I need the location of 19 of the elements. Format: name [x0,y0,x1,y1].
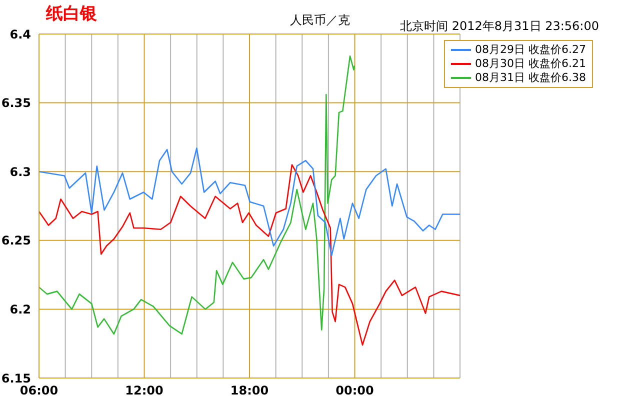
line-series [39,55,356,335]
legend-label: 08月31日 收盘价6.38 [475,71,586,85]
y-tick-label: 6.15 [1,371,31,386]
text: 人民币／克 [290,12,350,29]
chart-title: 纸白银 [46,3,97,25]
text: 北京时间 2012年8月31日 23:56:00 [400,18,599,35]
y-tick-label: 6.4 [10,27,31,42]
y-tick-label: 6.3 [10,164,31,179]
x-tick-label: 06:00 [20,384,58,398]
legend-label: 08月30日 收盘价6.21 [475,57,586,71]
x-tick-label: 00:00 [336,384,374,398]
y-tick-label: 6.35 [1,96,31,110]
x-tick-label: 12:00 [125,384,164,398]
x-tick-label: 18:00 [230,384,269,398]
y-tick-label: 6.25 [1,234,31,248]
legend-label: 08月29日 收盘价6.27 [475,43,586,57]
line-series [39,148,460,256]
line-series [39,164,460,346]
y-tick-label: 6.2 [10,302,31,316]
